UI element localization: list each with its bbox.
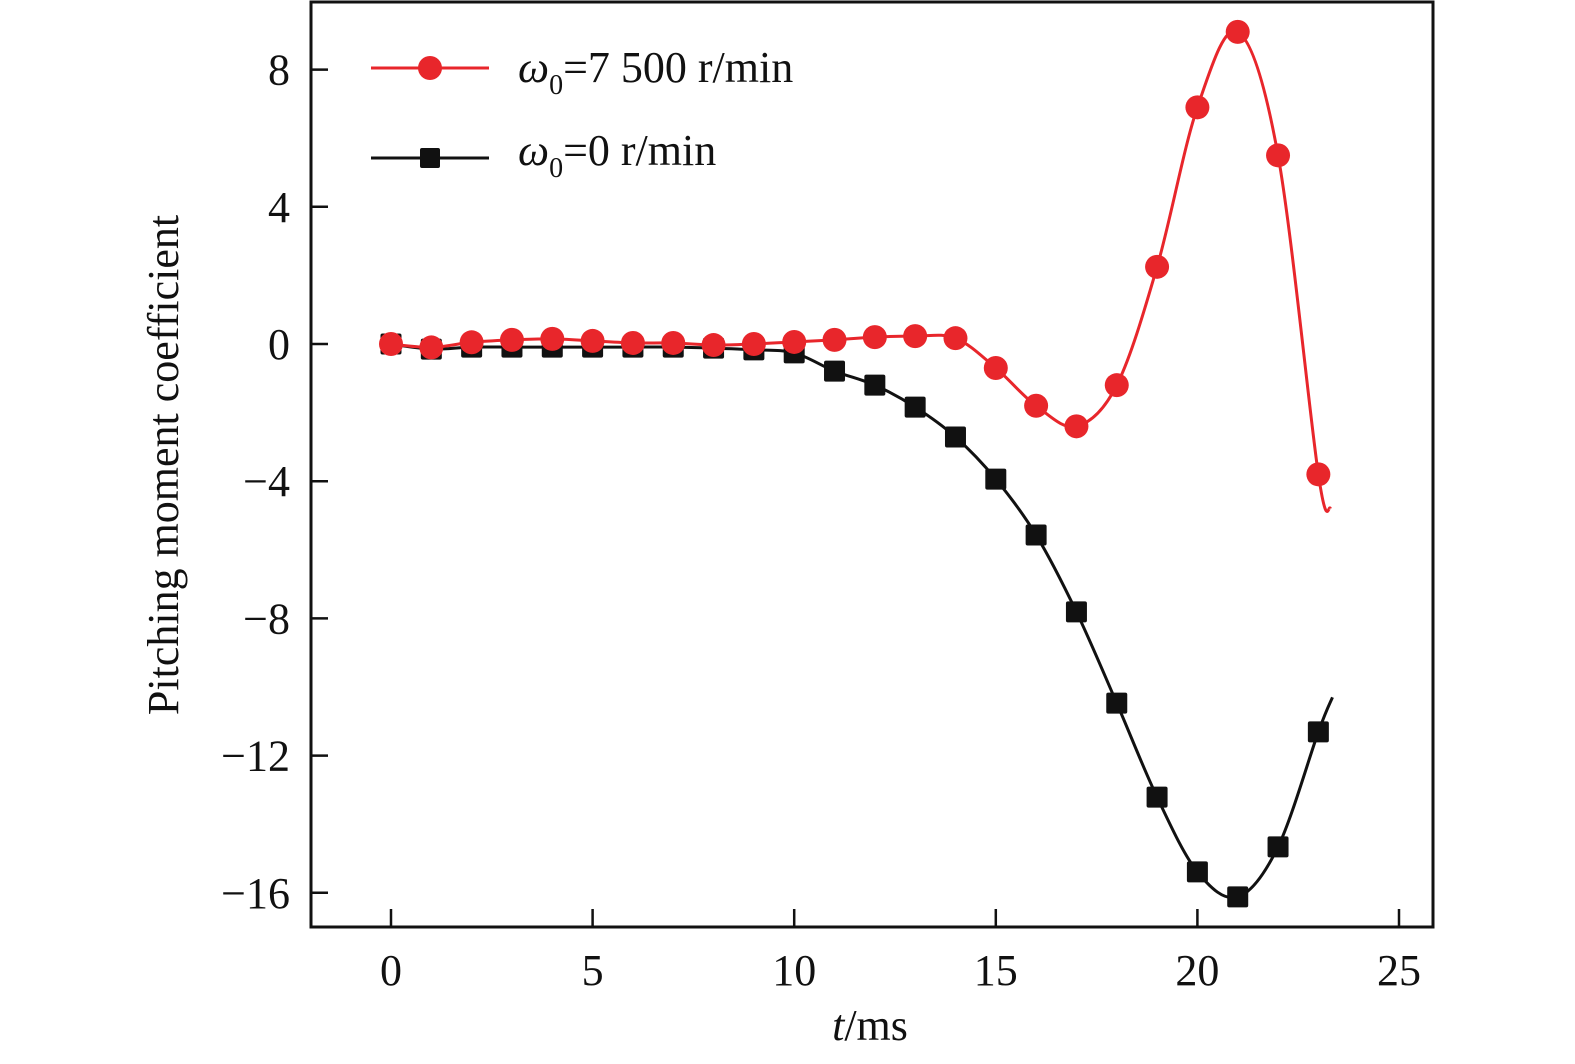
series-omega-0 — [380, 333, 1334, 908]
data-point-square — [1186, 861, 1208, 883]
data-point-square — [985, 468, 1007, 490]
y-tick-label: 8 — [268, 46, 290, 95]
data-point-circle — [1266, 143, 1291, 168]
data-point-circle — [379, 332, 403, 356]
data-point-circle — [983, 356, 1008, 381]
data-point-circle — [1306, 462, 1331, 487]
x-tick-label: 20 — [1175, 946, 1219, 995]
legend-label-7500: ω0=7 500 r/min — [518, 43, 793, 101]
data-point-circle — [580, 328, 605, 353]
data-point-square — [1065, 601, 1087, 623]
data-point-circle — [1024, 393, 1049, 418]
data-point-circle — [943, 326, 968, 351]
x-axis-title: t/ms — [832, 1001, 908, 1050]
data-point-circle — [782, 329, 807, 354]
y-axis-ticks: 8 4 0 −4 −8 −12 −16 — [221, 46, 328, 918]
y-tick-label: −8 — [243, 594, 290, 643]
legend-marker-square — [420, 148, 440, 168]
data-point-circle — [620, 330, 645, 355]
data-point-circle — [419, 335, 444, 360]
data-point-square — [1106, 692, 1128, 714]
y-tick-label: 0 — [268, 320, 290, 369]
y-tick-label: 4 — [268, 183, 290, 232]
data-point-circle — [903, 324, 928, 349]
data-point-circle — [459, 330, 484, 355]
data-point-square — [1146, 786, 1168, 808]
y-axis-title: Pitching moment coefficient — [139, 215, 188, 715]
x-tick-label: 25 — [1377, 946, 1421, 995]
data-point-circle — [1064, 414, 1089, 439]
data-point-circle — [862, 325, 887, 350]
data-point-circle — [499, 327, 524, 352]
legend-marker-circle — [418, 56, 442, 80]
series-line — [390, 342, 1334, 900]
data-point-circle — [1225, 19, 1250, 44]
data-point-square — [1025, 524, 1047, 546]
data-point-circle — [1145, 254, 1170, 279]
plot-frame — [309, 0, 1435, 929]
x-tick-label: 15 — [974, 946, 1018, 995]
x-tick-label: 10 — [772, 946, 816, 995]
data-point-square — [1267, 836, 1289, 858]
legend-item-0: ω0=0 r/min — [371, 126, 716, 184]
plot-border — [309, 0, 1435, 929]
x-tick-label: 5 — [582, 946, 604, 995]
data-point-circle — [1185, 95, 1210, 120]
x-axis-ticks: 0 5 10 15 20 25 — [380, 909, 1421, 995]
data-point-circle — [661, 330, 686, 355]
legend-item-7500: ω0=7 500 r/min — [371, 43, 793, 101]
data-point-circle — [701, 333, 726, 358]
data-point-square — [1307, 721, 1329, 743]
data-point-square — [824, 360, 846, 382]
data-point-circle — [1104, 373, 1129, 398]
series-layer — [379, 19, 1334, 908]
data-point-square — [944, 426, 966, 448]
x-axis-title-unit: /ms — [844, 1001, 908, 1050]
data-point-circle — [741, 332, 766, 356]
data-point-circle — [822, 327, 847, 352]
y-tick-label: −4 — [243, 457, 290, 506]
data-point-circle — [540, 326, 565, 351]
legend-label-0: ω0=0 r/min — [518, 126, 716, 184]
data-point-square — [904, 396, 926, 418]
y-tick-label: −12 — [221, 732, 290, 781]
series-omega-7500 — [379, 19, 1332, 513]
data-point-square — [864, 374, 886, 396]
y-tick-label: −16 — [221, 869, 290, 918]
data-point-square — [1227, 886, 1249, 908]
x-tick-label: 0 — [380, 946, 402, 995]
legend: ω0=7 500 r/min ω0=0 r/min — [371, 43, 793, 184]
x-axis-title-var: t — [832, 1001, 846, 1050]
